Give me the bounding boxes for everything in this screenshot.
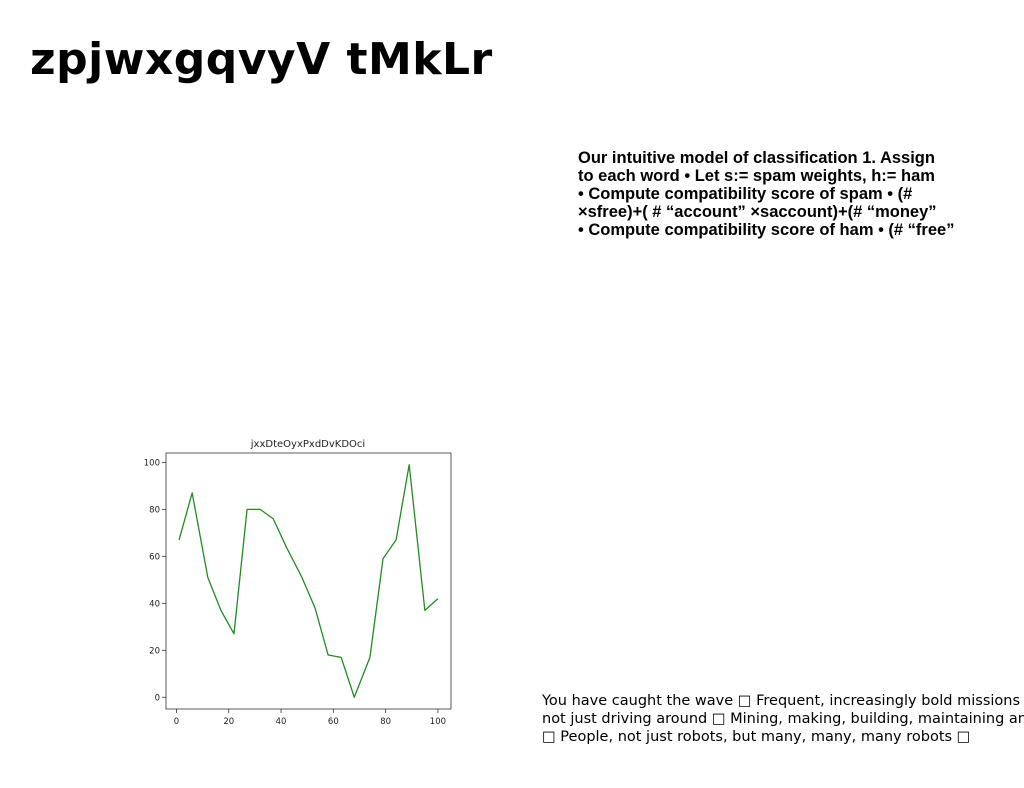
text-line: • Compute compatibility score of ham • (…	[578, 221, 955, 239]
text-line: Our intuitive model of classification 1.…	[578, 149, 935, 167]
text-line: ×sfree)+( # “account” ×saccount)+(# “mon…	[578, 203, 937, 221]
x-tick-label: 20	[223, 717, 234, 727]
slide-title: zpjwxgqvyV tMkLr	[30, 34, 493, 85]
text-line: to each word • Let s:= spam weights, h:=…	[578, 167, 935, 185]
text-line: not just driving around □ Mining, making…	[542, 711, 1024, 727]
line-chart-svg: jxxDteOyxPxdDvKDOci 0 20 40 60 80 100 0 20 40 60…	[144, 439, 452, 727]
x-axis-ticks: 0 20 40 60 80 100	[174, 709, 446, 727]
y-tick-label: 0	[155, 693, 160, 703]
wave-text-block: You have caught the wave □ Frequent, inc…	[542, 692, 1024, 750]
x-tick-label: 80	[380, 717, 391, 727]
y-tick-label: 80	[149, 505, 160, 515]
series-line	[178, 464, 439, 698]
y-tick-label: 40	[149, 599, 160, 609]
text-line: You have caught the wave □ Frequent, inc…	[542, 693, 1024, 709]
x-tick-label: 40	[276, 717, 287, 727]
y-tick-label: 20	[149, 646, 160, 656]
plot-frame	[165, 452, 452, 710]
y-axis-ticks: 0 20 40 60 80 100	[144, 458, 166, 703]
x-tick-label: 60	[328, 717, 339, 727]
text-line: • Compute compatibility score of spam • …	[578, 185, 913, 203]
text-line: □ People, not just robots, but many, man…	[542, 729, 971, 745]
chart-title: jxxDteOyxPxdDvKDOci	[250, 439, 365, 450]
y-tick-label: 60	[149, 552, 160, 562]
x-tick-label: 100	[430, 717, 446, 727]
line-chart: jxxDteOyxPxdDvKDOci 0 20 40 60 80 100 0 20 40 60…	[130, 432, 470, 732]
x-tick-label: 0	[174, 717, 179, 727]
y-tick-label: 100	[144, 458, 160, 468]
classification-text-block: Our intuitive model of classification 1.…	[578, 149, 1024, 244]
